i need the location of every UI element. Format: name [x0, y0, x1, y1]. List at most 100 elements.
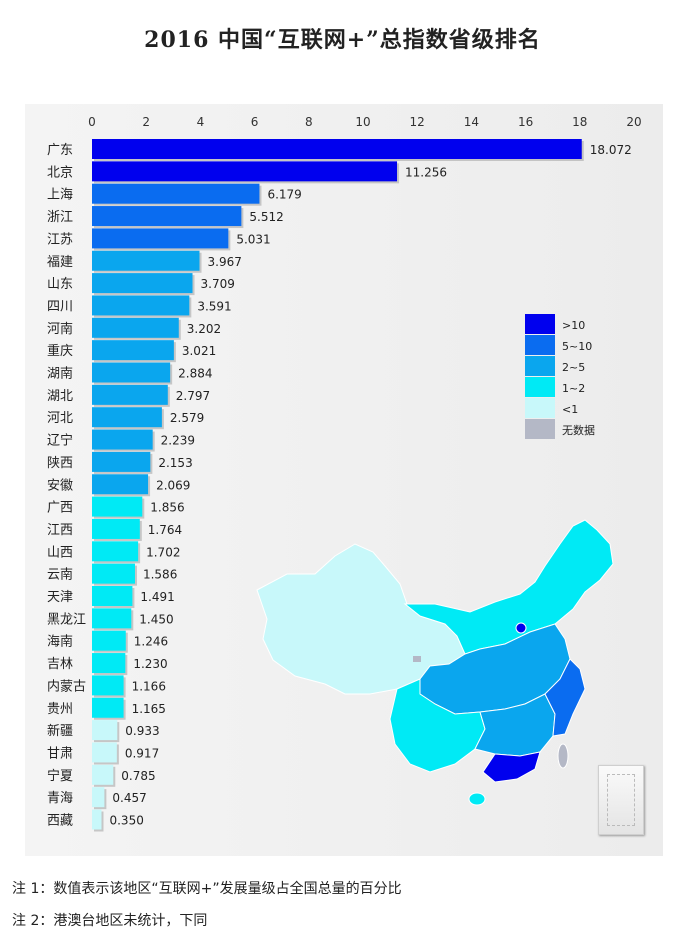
bar	[92, 720, 118, 741]
value-label: 1.166	[132, 679, 166, 693]
category-label: 天津	[47, 590, 73, 605]
category-label: 重庆	[47, 343, 73, 359]
legend: >10 5~10 2~5 1~2 <1 无数据	[525, 314, 595, 439]
bar	[92, 809, 102, 830]
category-label: 宁夏	[47, 768, 73, 784]
bar	[92, 340, 174, 361]
china-map	[256, 519, 614, 806]
value-label: 0.785	[121, 769, 155, 783]
bar	[92, 407, 162, 428]
x-tick-label: 2	[142, 115, 150, 129]
category-label: 江西	[47, 523, 73, 538]
category-label: 黑龙江	[47, 612, 86, 627]
bar-chart: 0 2 4 6 8 10 12 14 16 18 20 广东 18.072 北京 11.256 上海 6.17…	[47, 115, 642, 832]
category-label: 内蒙古	[47, 678, 86, 694]
map-region-beijing	[515, 622, 527, 634]
value-label: 2.069	[156, 478, 190, 492]
value-label: 3.591	[197, 299, 231, 313]
category-label: 湖南	[47, 366, 73, 382]
category-label: 陕西	[47, 456, 73, 471]
bar	[92, 161, 398, 182]
x-tick-label: 8	[305, 115, 313, 129]
category-label: 吉林	[47, 657, 73, 672]
bar	[92, 317, 179, 338]
category-label: 西藏	[47, 814, 73, 829]
bar	[92, 295, 190, 316]
value-label: 1.491	[140, 590, 174, 604]
category-label: 福建	[47, 255, 73, 270]
legend-swatch	[525, 398, 555, 418]
x-tick-label: 4	[197, 115, 205, 129]
bar	[92, 653, 126, 674]
map-region-east	[544, 658, 586, 737]
footnote-1: 注 1：数值表示该地区“互联网+”发展量级占全国总量的百分比	[12, 881, 402, 897]
bar	[92, 362, 171, 383]
value-label: 2.239	[161, 434, 195, 448]
value-label: 3.202	[187, 322, 221, 336]
category-label: 浙江	[47, 210, 73, 225]
category-label: 甘肃	[47, 746, 73, 761]
bar	[92, 675, 124, 696]
legend-label: >10	[562, 319, 585, 332]
value-label: 1.856	[150, 501, 184, 515]
category-label: 山东	[47, 277, 73, 292]
category-label: 辽宁	[47, 433, 73, 449]
category-label: 新疆	[47, 723, 73, 739]
value-label: 0.917	[125, 746, 159, 760]
bar	[92, 451, 151, 472]
bar	[92, 139, 582, 159]
footnote-2: 注 2：港澳台地区未统计，下同	[12, 913, 208, 929]
legend-swatch	[525, 377, 555, 397]
category-label: 湖北	[47, 389, 73, 404]
bar	[92, 608, 132, 629]
x-tick-label: 10	[355, 115, 370, 129]
category-label: 四川	[47, 299, 73, 314]
bar	[92, 250, 200, 271]
bar	[92, 541, 139, 562]
value-label: 2.797	[176, 389, 210, 403]
bar	[92, 384, 168, 405]
value-label: 2.153	[158, 456, 192, 470]
bar	[92, 518, 140, 539]
bar	[92, 183, 260, 204]
category-label: 云南	[47, 567, 73, 583]
value-label: 1.450	[139, 612, 173, 626]
value-label: 3.967	[208, 255, 242, 269]
category-label: 安徽	[47, 478, 73, 493]
map-inset-box	[598, 765, 644, 835]
legend-label: 5~10	[562, 340, 592, 353]
bar	[92, 764, 114, 785]
legend-swatch	[525, 356, 555, 376]
value-label: 1.764	[148, 523, 182, 537]
bar	[92, 742, 117, 763]
legend-label: <1	[562, 403, 578, 416]
category-label: 贵州	[47, 702, 73, 717]
value-label: 0.933	[125, 724, 159, 738]
category-label: 北京	[47, 165, 73, 180]
map-region-nodata	[413, 656, 421, 662]
value-label: 2.884	[178, 367, 212, 381]
map-region-south	[474, 693, 556, 757]
value-label: 5.031	[236, 232, 270, 246]
legend-label: 无数据	[562, 423, 595, 437]
category-label: 青海	[47, 791, 73, 806]
x-tick-label: 18	[572, 115, 587, 129]
value-label: 2.579	[170, 411, 204, 425]
value-label: 18.072	[590, 143, 632, 157]
map-region-guangdong	[482, 751, 541, 783]
category-label: 河南	[47, 321, 73, 337]
value-label: 0.457	[112, 791, 146, 805]
value-label: 5.512	[249, 210, 283, 224]
chart-title: 2016 中国“互联网+”总指数省级排名	[144, 27, 541, 53]
category-label: 海南	[47, 634, 73, 650]
value-label: 1.702	[146, 545, 180, 559]
bar	[92, 787, 105, 808]
bar	[92, 273, 193, 294]
x-tick-label: 14	[464, 115, 479, 129]
value-label: 6.179	[267, 188, 301, 202]
bar	[92, 228, 229, 249]
value-label: 1.586	[143, 568, 177, 582]
category-label: 江苏	[47, 231, 73, 247]
x-tick-label: 12	[410, 115, 425, 129]
category-label: 广东	[47, 143, 73, 158]
